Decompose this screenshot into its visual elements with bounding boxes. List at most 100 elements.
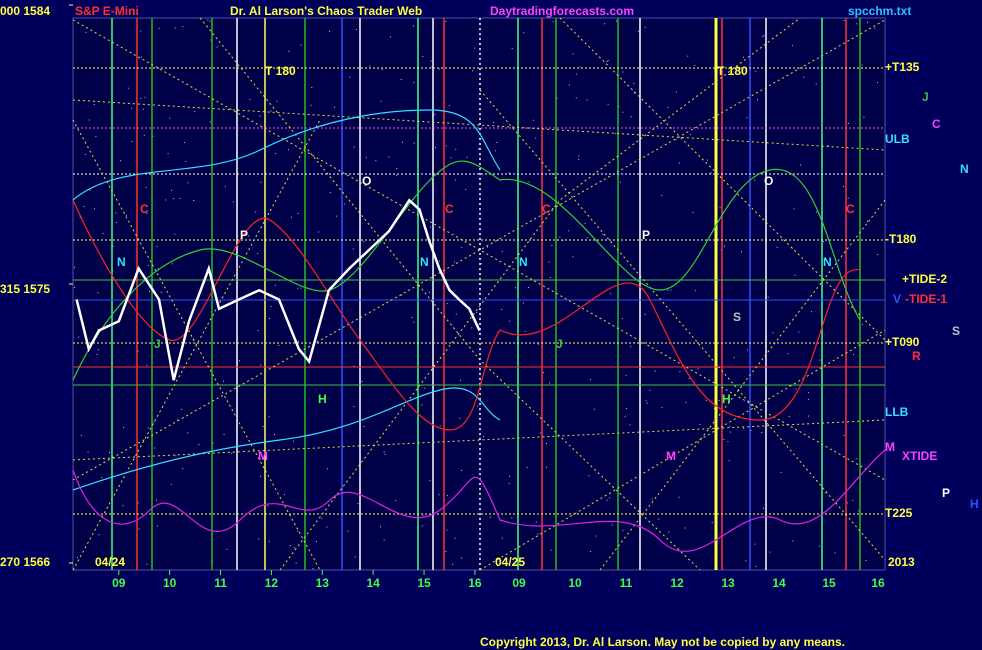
star	[222, 380, 224, 382]
star	[630, 116, 632, 118]
plot-label: M	[666, 449, 676, 463]
x-tick-label: 10	[568, 576, 582, 590]
star	[434, 146, 436, 148]
star	[259, 115, 261, 117]
star	[508, 172, 510, 174]
star	[224, 186, 226, 188]
star	[96, 353, 98, 355]
star	[439, 425, 441, 427]
star	[668, 531, 670, 533]
plot-label: O	[362, 174, 371, 188]
star	[411, 316, 413, 318]
star	[446, 303, 448, 305]
star	[654, 370, 656, 372]
star	[719, 206, 721, 208]
star	[452, 563, 454, 565]
star	[175, 455, 177, 457]
star	[312, 568, 314, 570]
star	[799, 164, 801, 166]
star	[315, 540, 317, 542]
star	[249, 99, 251, 101]
star	[754, 543, 756, 545]
star	[661, 194, 663, 196]
star	[413, 25, 415, 27]
star	[815, 83, 817, 85]
star	[459, 417, 461, 419]
star	[807, 398, 809, 400]
star	[538, 343, 540, 345]
right-label: P	[942, 486, 950, 500]
y-tick-label: 000 1584	[0, 4, 50, 18]
star	[710, 172, 712, 174]
star	[274, 153, 276, 155]
plot-label: H	[318, 392, 327, 406]
diagonal-lines	[72, 17, 886, 571]
star	[501, 250, 503, 252]
star	[608, 497, 610, 499]
right-label: -TIDE-1	[905, 292, 947, 306]
star	[297, 287, 299, 289]
star	[438, 68, 440, 70]
star	[528, 181, 530, 183]
x-tick-label: 14	[366, 576, 380, 590]
star	[77, 557, 79, 559]
star	[79, 216, 81, 218]
star	[380, 526, 381, 528]
star	[846, 502, 848, 504]
star	[171, 189, 173, 191]
star	[728, 460, 730, 462]
star	[678, 496, 680, 498]
star	[74, 286, 76, 288]
star	[145, 186, 147, 188]
star	[604, 23, 606, 25]
star	[772, 332, 774, 334]
star	[874, 27, 876, 29]
star	[171, 513, 173, 515]
star	[446, 495, 448, 497]
star	[629, 424, 631, 426]
star	[460, 379, 462, 381]
star	[815, 211, 817, 213]
site-url: Daytradingforecasts.com	[490, 4, 634, 18]
star	[578, 155, 580, 157]
x-tick-label: 10	[163, 576, 177, 590]
star	[842, 185, 844, 187]
plot-label: T 180	[717, 64, 748, 78]
star	[584, 222, 586, 224]
star	[622, 71, 624, 73]
star	[552, 20, 554, 22]
star	[568, 230, 570, 232]
star	[352, 248, 354, 250]
plot-area	[72, 17, 886, 571]
star	[268, 540, 270, 542]
star	[465, 188, 467, 190]
star	[461, 247, 463, 249]
star	[226, 548, 228, 550]
star	[353, 146, 355, 148]
star	[174, 233, 176, 235]
star	[540, 432, 542, 434]
star	[549, 382, 551, 384]
star	[697, 368, 699, 370]
plot-label: J	[556, 337, 563, 351]
star	[80, 434, 82, 436]
star	[848, 123, 850, 125]
star	[559, 236, 561, 238]
plot-label: N	[519, 255, 528, 269]
star	[148, 265, 150, 267]
star	[300, 44, 302, 46]
star	[863, 116, 865, 118]
star	[83, 206, 85, 208]
star	[572, 256, 574, 258]
star	[326, 526, 328, 528]
star	[688, 378, 690, 380]
star	[819, 359, 821, 361]
star	[619, 181, 621, 183]
star	[89, 189, 91, 191]
star	[847, 197, 849, 199]
star	[723, 438, 725, 440]
star	[147, 427, 149, 429]
star	[137, 502, 139, 504]
star	[588, 475, 590, 477]
star	[248, 235, 250, 237]
